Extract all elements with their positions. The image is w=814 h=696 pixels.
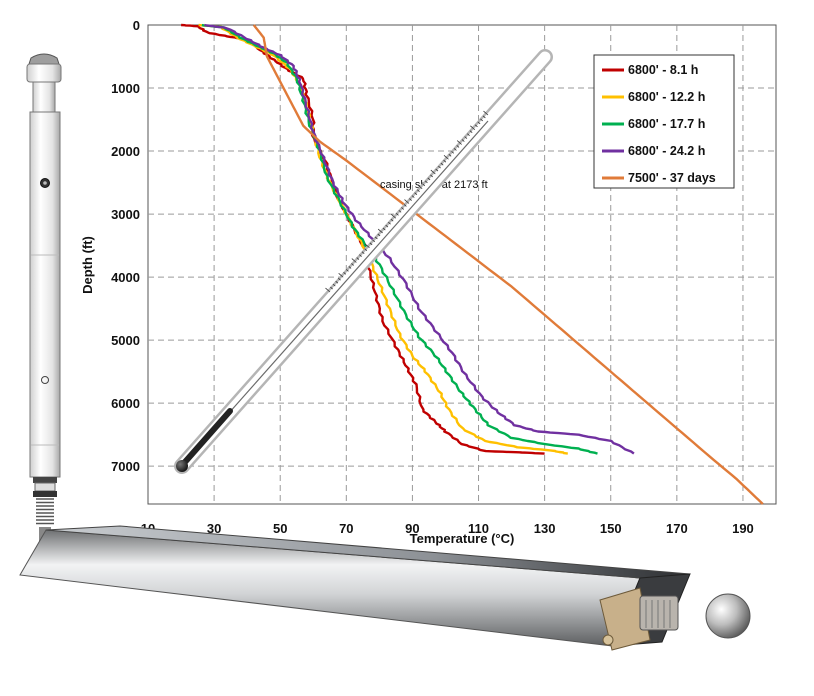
legend-entry: 6800' - 24.2 h <box>628 144 705 158</box>
legend-entry: 6800' - 17.7 h <box>628 117 705 131</box>
series-line-3 <box>201 23 598 455</box>
x-tick-label: 70 <box>339 521 353 536</box>
x-axis-title: Temperature (°C) <box>410 531 515 546</box>
y-tick-label: 3000 <box>111 207 140 222</box>
x-tick-label: 110 <box>468 521 489 536</box>
x-tick-label: 150 <box>600 521 622 536</box>
legend-box <box>593 54 735 189</box>
x-tick-label: 170 <box>666 521 688 536</box>
legend-entry: 6800' - 8.1 h <box>628 63 698 77</box>
logging-tool-illustration <box>26 53 62 541</box>
x-tick-label: 50 <box>273 521 287 536</box>
legend-entry: 7500' - 37 days <box>628 171 716 185</box>
x-tick-label: 30 <box>207 521 221 536</box>
y-tick-label: 0 <box>133 18 140 33</box>
y-tick-label: 4000 <box>111 270 140 285</box>
legend: 6800' - 8.1 h 6800' - 12.2 h 6800' - 17.7 … <box>593 54 735 189</box>
y-tick-label: 2000 <box>111 144 140 159</box>
x-tick-label: 90 <box>405 521 419 536</box>
y-tick-label: 5000 <box>111 333 140 348</box>
series-line-5 <box>252 24 764 505</box>
x-tick-label: 130 <box>534 521 556 536</box>
y-tick-label: 1000 <box>111 81 140 96</box>
legend-entry: 6800' - 12.2 h <box>628 90 705 104</box>
x-tick-label: 190 <box>732 521 754 536</box>
y-tick-label: 7000 <box>111 459 140 474</box>
y-tick-label: 6000 <box>111 396 140 411</box>
horizontal-tool-illustration <box>19 525 751 651</box>
y-axis-title: Depth (ft) <box>80 236 95 294</box>
thermometer-illustration <box>174 49 553 474</box>
thermometer-bulb <box>176 460 188 472</box>
